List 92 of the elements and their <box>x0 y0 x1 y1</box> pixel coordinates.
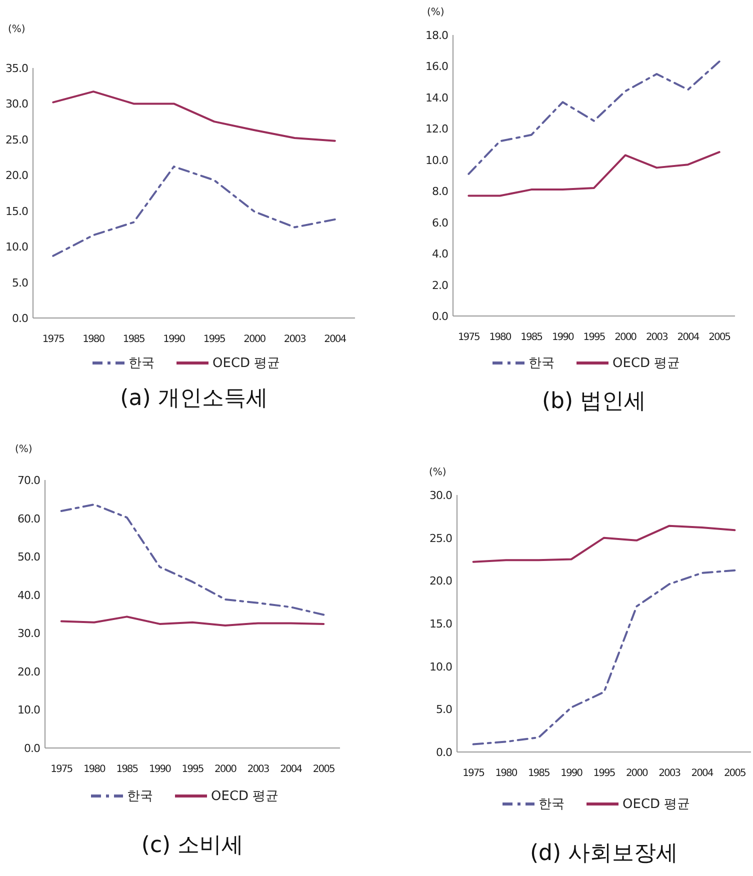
y-tick-label: 30.0 <box>6 98 28 111</box>
legend-label: 한국 <box>128 356 154 371</box>
legend-label: OECD 평균 <box>212 356 280 371</box>
y-tick-label: 0.0 <box>12 312 28 325</box>
x-tick-label: 1990 <box>148 764 172 775</box>
legend-label: OECD 평균 <box>211 789 279 804</box>
x-tick-label: 2000 <box>626 768 648 779</box>
x-tick-label: 1980 <box>489 332 512 343</box>
x-tick-label: 1995 <box>182 764 204 775</box>
y-tick-label: 50.0 <box>18 550 40 564</box>
x-tick-label: 1975 <box>458 332 480 343</box>
x-tick-label: 1985 <box>122 334 145 345</box>
y-tick-label: 0.0 <box>436 746 452 759</box>
y-tick-label: 8.0 <box>432 185 448 198</box>
y-tick-label: 4.0 <box>432 248 448 261</box>
x-tick-label: 2005 <box>724 768 746 779</box>
y-tick-label: 25.0 <box>430 532 452 545</box>
x-tick-label: 1985 <box>520 332 543 343</box>
x-tick-label: 1975 <box>50 764 73 775</box>
y-tick-label: 70.0 <box>18 474 40 487</box>
x-tick-label: 2003 <box>284 334 306 345</box>
text: (d) 사회보장세 <box>530 841 678 866</box>
line-series <box>472 569 736 746</box>
y-tick-label: 10.0 <box>430 660 452 674</box>
legend-label: 한국 <box>127 789 153 804</box>
y-tick-label: 60.0 <box>18 512 40 526</box>
x-tick-label: 1980 <box>82 334 105 345</box>
y-axis-title: (%) <box>427 7 444 18</box>
y-tick-label: 5.0 <box>12 276 28 290</box>
y-tick-label: 35.0 <box>6 62 28 75</box>
x-tick-label: 1985 <box>116 764 138 775</box>
x-tick-label: 2000 <box>214 764 237 775</box>
y-tick-label: 0.0 <box>24 742 40 755</box>
y-tick-label: 10.0 <box>18 704 40 717</box>
x-tick-label: 1980 <box>495 768 518 779</box>
line-series <box>52 166 336 257</box>
y-axis-title: (%) <box>8 24 26 35</box>
y-tick-label: 12.0 <box>426 122 448 136</box>
line-series <box>468 151 720 197</box>
x-tick-label: 2000 <box>244 334 266 345</box>
y-tick-label: 2.0 <box>432 278 448 292</box>
y-tick-label: 40.0 <box>18 588 40 602</box>
x-tick-label: 1975 <box>42 334 64 345</box>
y-tick-label: 25.0 <box>6 133 28 146</box>
y-tick-label: 20.0 <box>6 169 28 182</box>
legend-label: OECD 평균 <box>622 797 690 812</box>
y-tick-label: 14.0 <box>426 91 448 104</box>
text: (c) 소비세 <box>141 833 244 858</box>
x-tick-label: 2004 <box>324 334 346 345</box>
y-tick-label: 30.0 <box>18 627 40 640</box>
x-tick-label: 1975 <box>462 768 485 779</box>
x-tick-label: 2003 <box>658 768 681 779</box>
y-tick-label: 5.0 <box>436 703 452 716</box>
x-tick-label: 2004 <box>677 332 700 343</box>
text: (b) 법인세 <box>542 389 646 414</box>
y-tick-label: 6.0 <box>432 216 448 230</box>
legend-label: OECD 평균 <box>612 356 680 371</box>
y-tick-label: 10.0 <box>426 154 448 167</box>
x-tick-label: 1990 <box>560 768 583 779</box>
x-tick-label: 1995 <box>583 332 606 343</box>
y-tick-label: 30.0 <box>430 489 452 502</box>
y-tick-label: 18.0 <box>426 29 448 42</box>
x-tick-label: 1980 <box>83 764 106 775</box>
x-tick-label: 2004 <box>691 768 714 779</box>
legend-label: 한국 <box>538 797 564 812</box>
line-series <box>52 90 336 142</box>
y-tick-label: 16.0 <box>426 60 448 74</box>
line-series <box>60 616 325 626</box>
y-tick-label: 15.0 <box>430 618 452 630</box>
x-tick-label: 2005 <box>708 332 731 343</box>
x-tick-label: 1990 <box>163 334 186 345</box>
y-axis-title: (%) <box>15 444 32 455</box>
y-tick-label: 15.0 <box>6 204 28 218</box>
x-tick-label: 2005 <box>312 764 335 775</box>
x-tick-label: 2003 <box>646 332 668 343</box>
x-tick-label: 1995 <box>203 334 226 345</box>
text: (a) 개인소득세 <box>120 386 268 411</box>
x-tick-label: 2004 <box>280 764 302 775</box>
y-tick-label: 10.0 <box>6 240 28 254</box>
y-tick-label: 20.0 <box>18 665 40 678</box>
x-tick-label: 1995 <box>593 768 616 779</box>
y-axis-title: (%) <box>429 467 446 478</box>
x-tick-label: 2000 <box>614 332 637 343</box>
line-series <box>60 504 325 616</box>
y-tick-label: 0.0 <box>432 310 448 323</box>
legend-label: 한국 <box>528 356 554 371</box>
line-series <box>472 524 736 563</box>
line-series <box>468 60 720 175</box>
y-tick-label: 20.0 <box>430 574 452 588</box>
x-tick-label: 2003 <box>247 764 270 775</box>
x-tick-label: 1985 <box>528 768 550 779</box>
x-tick-label: 1990 <box>552 332 574 343</box>
